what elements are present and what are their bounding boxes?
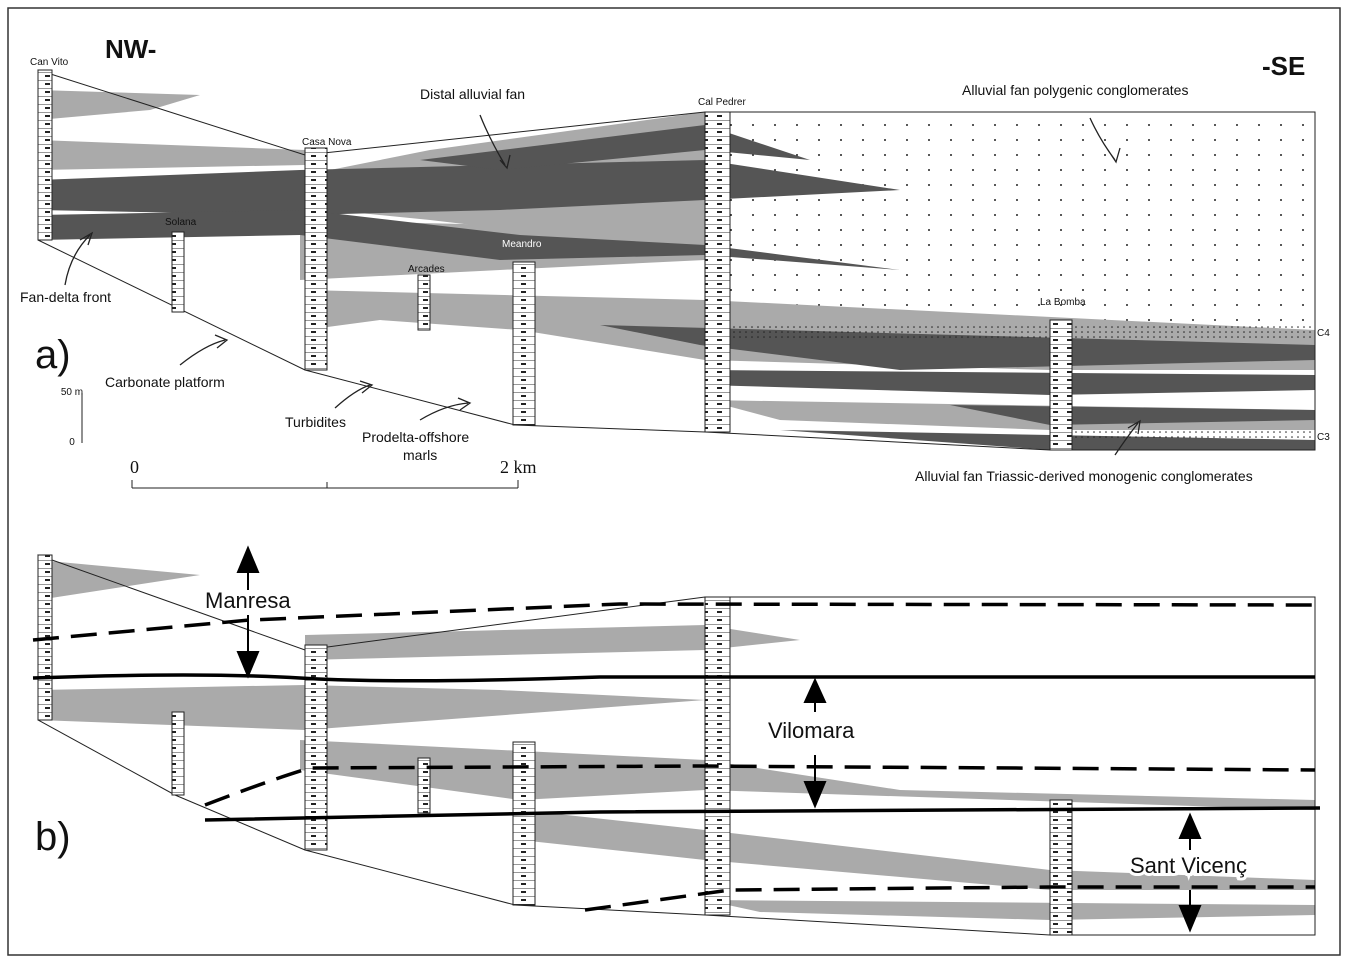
- log-column: [705, 112, 730, 432]
- annotation: Alluvial fan Triassic-derived monogenic …: [915, 468, 1253, 484]
- arrow: [420, 398, 470, 420]
- annotation: Distal alluvial fan: [420, 86, 525, 102]
- annotation: Turbidites: [285, 414, 346, 430]
- section-label: La Bomba: [1040, 297, 1086, 308]
- c3-band: [1050, 430, 1315, 440]
- section-label: Meandro: [502, 239, 542, 250]
- log-column: [38, 70, 52, 240]
- light-wedge: [705, 900, 1315, 920]
- log-column: [1050, 320, 1072, 450]
- log-column: [172, 712, 184, 795]
- log-column: [705, 597, 730, 915]
- light-wedge: [38, 560, 200, 600]
- boundary-solid: [205, 808, 1320, 820]
- unit-label: Manresa: [205, 588, 291, 613]
- section-label: Cal Pedrer: [698, 97, 746, 108]
- marker-label: C4: [1317, 328, 1330, 339]
- boundary-solid: [33, 675, 1315, 681]
- log-column: [513, 262, 535, 425]
- log-column: [418, 275, 430, 330]
- dark-wedge: [705, 370, 1315, 395]
- scale-bar: [132, 480, 518, 488]
- unit-label: Vilomara: [768, 718, 855, 743]
- light-wedge: [300, 740, 1315, 810]
- orientation-left: NW-: [105, 34, 156, 64]
- arrow-head: [1180, 906, 1200, 930]
- arrow-head: [805, 680, 825, 702]
- section-label: Casa Nova: [302, 137, 352, 148]
- c4-band: [720, 325, 1315, 340]
- scale-label: 50 m: [61, 387, 83, 398]
- section-label: Arcades: [408, 264, 445, 275]
- annotation: Alluvial fan polygenic conglomerates: [962, 82, 1188, 98]
- panel-a: NW- -SE Can Vito Casa Nova Solana Arcade…: [20, 34, 1330, 488]
- light-wedge: [38, 685, 705, 730]
- panel-label: b): [35, 815, 71, 859]
- marker-label: C3: [1317, 432, 1330, 443]
- arrow: [65, 233, 92, 285]
- annotation: marls: [403, 447, 437, 463]
- arrow-head: [1180, 815, 1200, 838]
- diagram: NW- -SE Can Vito Casa Nova Solana Arcade…: [0, 0, 1349, 961]
- arrow: [180, 335, 227, 365]
- scale-label: 2 km: [500, 457, 537, 477]
- scale-label: 0: [130, 457, 139, 477]
- arrow: [335, 381, 372, 408]
- arrow-head: [238, 548, 258, 572]
- annotation: Fan-delta front: [20, 289, 111, 305]
- panel-label: a): [35, 333, 71, 377]
- light-wedge: [38, 140, 305, 170]
- log-column: [172, 232, 184, 312]
- arrow-head: [238, 652, 258, 676]
- annotation: Prodelta-offshore: [362, 429, 469, 445]
- unit-label: Sant Vicenç: [1130, 853, 1247, 878]
- scale-label: 0: [69, 437, 75, 448]
- light-wedge: [520, 810, 1315, 890]
- polygenic-zone: [730, 112, 1315, 327]
- log-column: [305, 148, 327, 370]
- light-wedge: [38, 90, 200, 120]
- panel-b: Manresa Vilomara Sant Vicenç b): [33, 548, 1320, 935]
- section-label: Can Vito: [30, 57, 69, 68]
- annotation: Carbonate platform: [105, 374, 225, 390]
- arrow-head: [805, 782, 825, 806]
- section-label: Solana: [165, 217, 197, 228]
- log-column: [1050, 800, 1072, 935]
- orientation-right: -SE: [1262, 51, 1305, 81]
